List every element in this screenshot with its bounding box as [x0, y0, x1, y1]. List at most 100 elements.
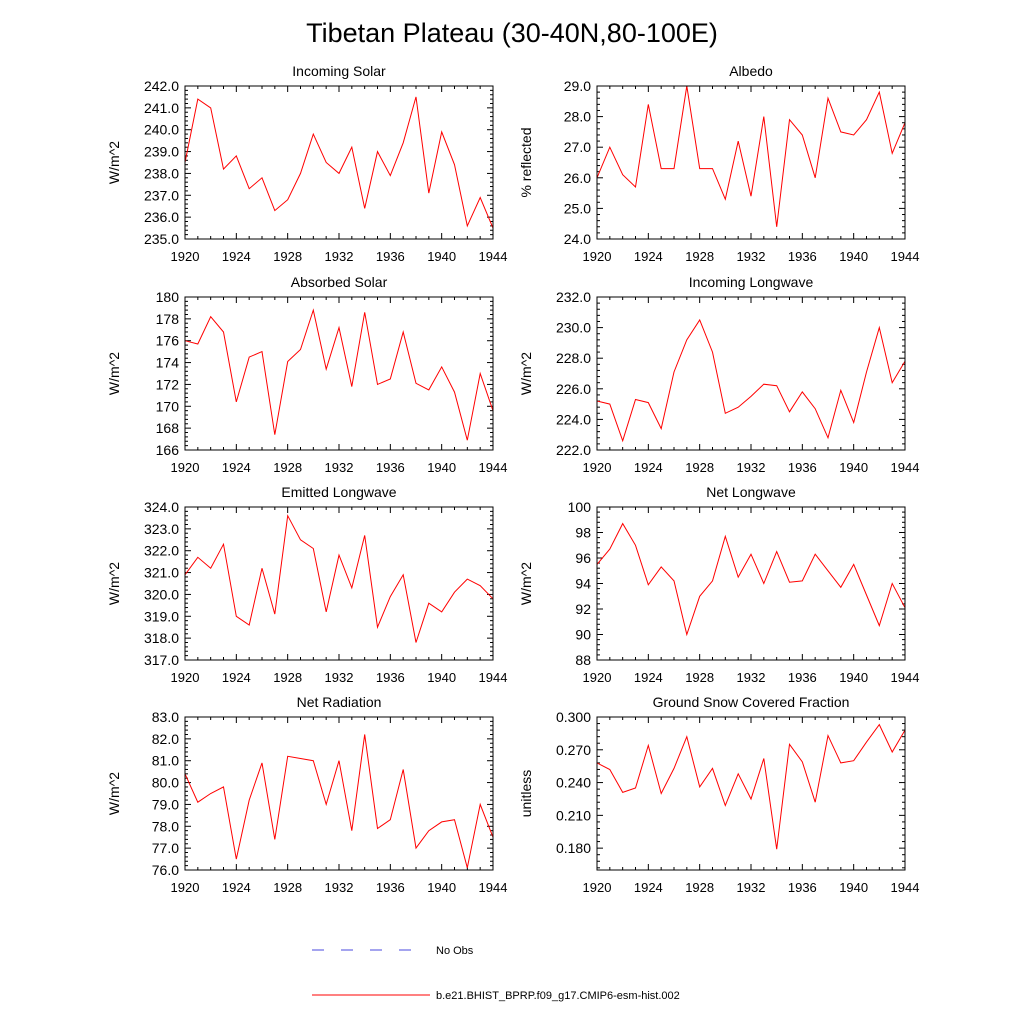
figure-title: Tibetan Plateau (30-40N,80-100E) [306, 18, 718, 48]
x-tick-label: 1928 [273, 670, 302, 685]
plot-frame-absorbed-solar [184, 296, 494, 451]
series-line-ground-snow-covered-fraction [596, 723, 906, 850]
x-tick-label: 1924 [634, 460, 663, 475]
panel-title-net-radiation: Net Radiation [297, 694, 382, 710]
y-axis-label-albedo: % reflected [518, 127, 534, 197]
y-tick-label: 170 [156, 398, 180, 414]
x-tick-label: 1936 [376, 670, 405, 685]
y-tick-label: 172 [156, 376, 180, 392]
x-tick-label: 1924 [634, 670, 663, 685]
x-tick-label: 1920 [171, 880, 200, 895]
plot-frame-incoming-longwave [596, 296, 906, 451]
y-tick-label: 180 [156, 289, 180, 305]
x-tick-label: 1940 [839, 249, 868, 264]
y-tick-label: 226.0 [556, 381, 591, 397]
x-tick-label: 1932 [737, 460, 766, 475]
y-tick-label: 239.0 [144, 144, 179, 160]
y-tick-label: 28.0 [564, 109, 591, 125]
y-axis-label-incoming-longwave: W/m^2 [518, 352, 534, 395]
y-tick-label: 0.180 [556, 840, 591, 856]
panel-title-incoming-longwave: Incoming Longwave [689, 274, 814, 290]
y-tick-label: 323.0 [144, 521, 179, 537]
x-tick-label: 1924 [222, 249, 251, 264]
series-line-emitted-longwave [184, 514, 494, 643]
y-tick-label: 224.0 [556, 411, 591, 427]
x-tick-label: 1944 [479, 880, 508, 895]
y-axis-label-ground-snow-covered-fraction: unitless [518, 770, 534, 817]
x-tick-label: 1932 [325, 460, 354, 475]
x-tick-label: 1928 [273, 460, 302, 475]
x-tick-label: 1936 [376, 880, 405, 895]
x-tick-label: 1940 [839, 670, 868, 685]
panel-incoming-solar: Incoming Solar W/m^2 1920 1924 1928 1932 1936 1… [106, 63, 507, 264]
y-tick-label: 241.0 [144, 100, 179, 116]
panel-ground-snow-covered-fraction: Ground Snow Covered Fraction unitless 1920… [518, 694, 919, 895]
plot-frame-net-longwave [596, 506, 906, 661]
y-tick-label: 318.0 [144, 630, 179, 646]
series-line-absorbed-solar [184, 308, 494, 441]
y-tick-label: 321.0 [144, 565, 179, 581]
y-axis-label-absorbed-solar: W/m^2 [106, 352, 122, 395]
y-tick-label: 100 [568, 499, 592, 515]
plot-frame-emitted-longwave [184, 506, 494, 661]
panel-incoming-longwave: Incoming Longwave W/m^2 1920 1924 1928 1932 19… [518, 274, 919, 475]
x-tick-label: 1924 [634, 249, 663, 264]
y-tick-label: 92 [575, 601, 591, 617]
legend: No Obs b.e21.BHIST_BPRP.f09_g17.CMIP6-es… [312, 945, 680, 1002]
y-axis-label-incoming-solar: W/m^2 [106, 141, 122, 184]
y-axis-label-net-radiation: W/m^2 [106, 772, 122, 815]
y-tick-label: 320.0 [144, 586, 179, 602]
y-tick-label: 27.0 [564, 139, 591, 155]
x-tick-label: 1944 [479, 249, 508, 264]
x-tick-label: 1932 [737, 880, 766, 895]
x-tick-label: 1920 [583, 249, 612, 264]
x-tick-label: 1936 [376, 460, 405, 475]
y-tick-label: 98 [575, 525, 591, 541]
legend-item-no-obs: No Obs [312, 945, 474, 957]
x-tick-label: 1920 [583, 880, 612, 895]
y-tick-label: 174 [156, 355, 180, 371]
x-tick-label: 1920 [583, 460, 612, 475]
panel-title-ground-snow-covered-fraction: Ground Snow Covered Fraction [653, 694, 850, 710]
x-tick-label: 1920 [583, 670, 612, 685]
series-line-net-radiation [184, 734, 494, 868]
x-tick-label: 1940 [427, 460, 456, 475]
plot-frame-net-radiation [184, 716, 494, 871]
y-tick-label: 242.0 [144, 78, 179, 94]
y-tick-label: 79.0 [152, 796, 179, 812]
y-tick-label: 230.0 [556, 320, 591, 336]
panel-title-net-longwave: Net Longwave [706, 484, 796, 500]
x-tick-label: 1936 [788, 670, 817, 685]
y-tick-label: 96 [575, 550, 591, 566]
y-tick-label: 222.0 [556, 442, 591, 458]
x-tick-label: 1932 [737, 249, 766, 264]
panel-title-absorbed-solar: Absorbed Solar [291, 274, 388, 290]
y-tick-label: 228.0 [556, 350, 591, 366]
y-tick-label: 238.0 [144, 165, 179, 181]
x-tick-label: 1940 [427, 670, 456, 685]
series-line-albedo [596, 85, 906, 227]
x-tick-label: 1940 [427, 880, 456, 895]
x-tick-label: 1936 [788, 880, 817, 895]
y-tick-label: 232.0 [556, 289, 591, 305]
y-tick-label: 82.0 [152, 731, 179, 747]
legend-label-model: b.e21.BHIST_BPRP.f09_g17.CMIP6-esm-hist.… [436, 990, 680, 1002]
legend-item-model: b.e21.BHIST_BPRP.f09_g17.CMIP6-esm-hist.… [312, 990, 680, 1002]
plot-frame-ground-snow-covered-fraction [596, 716, 906, 871]
x-tick-label: 1924 [222, 670, 251, 685]
x-tick-label: 1936 [376, 249, 405, 264]
y-tick-label: 94 [575, 576, 591, 592]
x-tick-label: 1920 [171, 670, 200, 685]
x-tick-label: 1936 [788, 249, 817, 264]
panel-albedo: Albedo % reflected 1920 1924 1928 1932 1936 194… [518, 63, 919, 264]
panels: Incoming Solar W/m^2 1920 1924 1928 1932 1936 1… [106, 63, 919, 895]
y-tick-label: 176 [156, 333, 180, 349]
x-tick-label: 1940 [839, 880, 868, 895]
y-tick-label: 76.0 [152, 862, 179, 878]
x-tick-label: 1928 [273, 249, 302, 264]
legend-label-no-obs: No Obs [436, 945, 474, 957]
y-tick-label: 25.0 [564, 200, 591, 216]
x-tick-label: 1928 [685, 880, 714, 895]
x-tick-label: 1944 [891, 670, 920, 685]
x-tick-label: 1944 [891, 880, 920, 895]
